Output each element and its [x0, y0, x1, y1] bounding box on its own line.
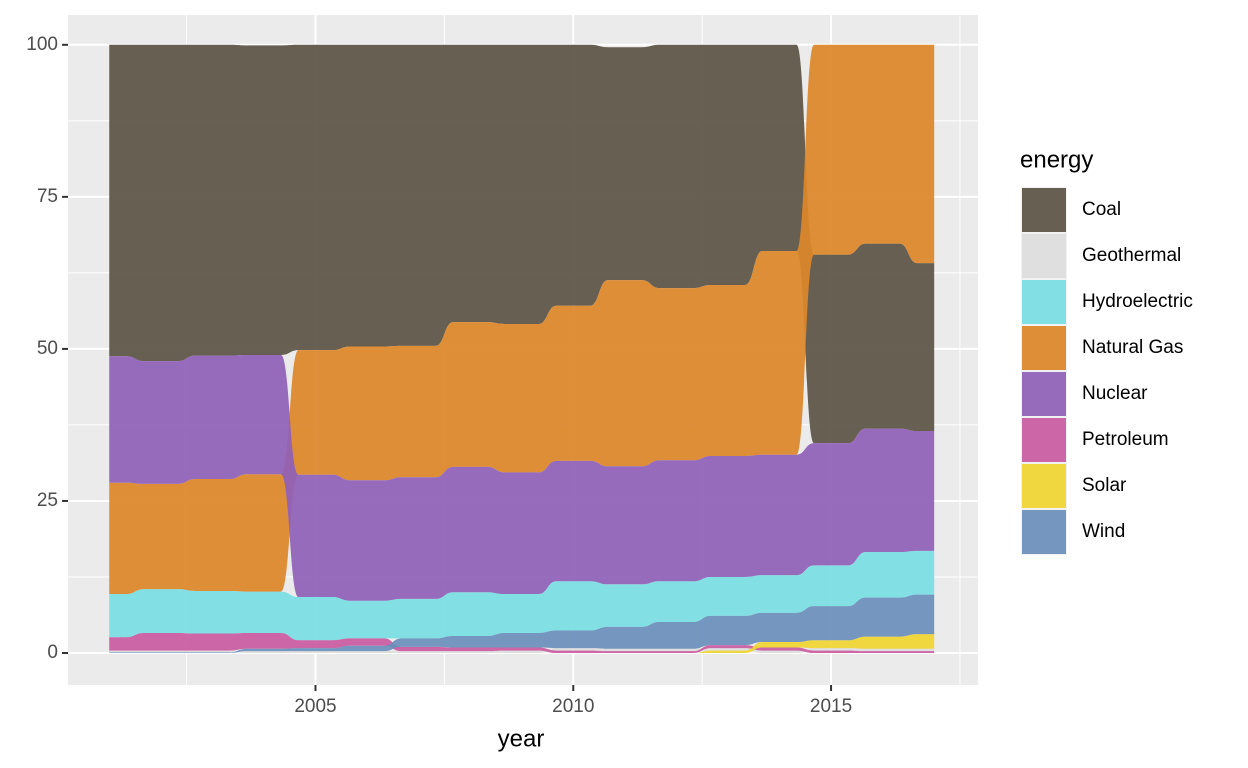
stream-area — [109, 634, 935, 654]
y-tick-label: 100 — [26, 34, 58, 55]
legend-label: Wind — [1082, 521, 1125, 542]
stream-area — [109, 44, 935, 595]
legend-swatch — [1022, 510, 1066, 554]
x-tick-label: 2005 — [294, 696, 336, 717]
legend-swatch — [1022, 234, 1066, 278]
stream-area — [109, 648, 935, 654]
axes: 0 25 50 75 100 2005 2010 2015 — [26, 34, 852, 717]
legend-swatch — [1022, 372, 1066, 416]
stream-area — [109, 44, 935, 444]
y-tick-label: 0 — [47, 642, 58, 663]
x-tick-label: 2015 — [810, 696, 852, 717]
legend-title: energy — [1020, 146, 1093, 173]
stream-area — [109, 550, 935, 641]
legend-label: Hydroelectric — [1082, 291, 1193, 312]
legend-swatch — [1022, 418, 1066, 462]
stream-area — [109, 594, 935, 654]
legend-swatch — [1022, 280, 1066, 324]
stream-area — [109, 632, 935, 654]
legend-label: Petroleum — [1082, 429, 1169, 450]
legend-label: Coal — [1082, 199, 1121, 220]
legend-label: Natural Gas — [1082, 337, 1183, 358]
legend: Coal Geothermal Hydroelectric Natural Gas Nu… — [1021, 187, 1193, 555]
marks — [109, 44, 935, 654]
legend-label: Geothermal — [1082, 245, 1181, 266]
legend-label: Nuclear — [1082, 383, 1148, 404]
legend-swatch — [1022, 464, 1066, 508]
legend-swatch — [1022, 326, 1066, 370]
x-axis-title: year — [498, 725, 545, 752]
legend-swatch — [1022, 188, 1066, 232]
y-tick-label: 50 — [37, 338, 58, 359]
y-tick-label: 75 — [37, 186, 58, 207]
x-tick-label: 2010 — [552, 696, 594, 717]
legend-label: Solar — [1082, 475, 1127, 496]
stream-area — [109, 354, 935, 601]
y-tick-label: 25 — [37, 490, 58, 511]
